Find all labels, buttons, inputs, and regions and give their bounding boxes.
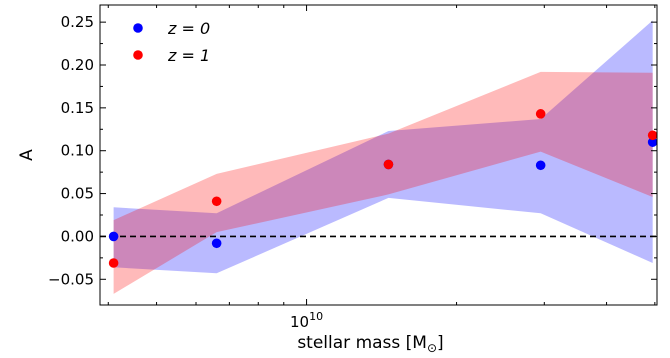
band-series-0 xyxy=(113,20,653,274)
x-axis-label-subscript: ⊙ xyxy=(427,341,437,355)
data-points xyxy=(108,109,658,268)
legend: z = 0 z = 1 xyxy=(133,19,210,65)
y-tick-labels: −0.05 0.00 0.05 0.10 0.15 0.20 0.25 xyxy=(48,13,94,288)
point-series-0-4 xyxy=(647,137,658,147)
point-series-1-1 xyxy=(211,196,222,207)
x-axis-label: stellar mass [M⊙] xyxy=(297,333,443,355)
x-axis-label-close: ] xyxy=(437,333,444,353)
legend-label-1: z = 1 xyxy=(167,46,210,65)
point-series-1-2 xyxy=(383,159,394,170)
y-tick-label: 0.05 xyxy=(61,185,94,203)
x-axis-label-text: stellar mass [M xyxy=(297,333,427,353)
x-tick-labels: 1010 xyxy=(290,310,323,331)
y-axis-label: A xyxy=(17,149,37,161)
y-tick-label: 0.20 xyxy=(61,56,94,74)
y-tick-label: 0.10 xyxy=(61,142,94,160)
point-series-0-1 xyxy=(211,238,222,249)
y-tick-label: 0.15 xyxy=(61,99,94,117)
axis-ticks xyxy=(100,5,657,305)
legend-marker-0 xyxy=(133,23,143,33)
y-tick-label: −0.05 xyxy=(48,270,94,288)
legend-marker-1 xyxy=(133,50,143,60)
confidence-bands xyxy=(113,20,653,294)
plot-frame xyxy=(99,4,658,306)
point-series-0-0 xyxy=(108,231,119,242)
y-tick-label: 0.00 xyxy=(61,227,94,245)
point-series-0-3 xyxy=(535,160,546,171)
band-series-1 xyxy=(113,71,653,294)
point-series-1-3 xyxy=(535,109,546,119)
x-tick-label: 1010 xyxy=(290,310,323,331)
point-series-1-0 xyxy=(108,258,119,268)
point-series-1-4 xyxy=(647,130,658,141)
y-tick-label: 0.25 xyxy=(61,13,94,31)
legend-label-0: z = 0 xyxy=(167,19,210,38)
